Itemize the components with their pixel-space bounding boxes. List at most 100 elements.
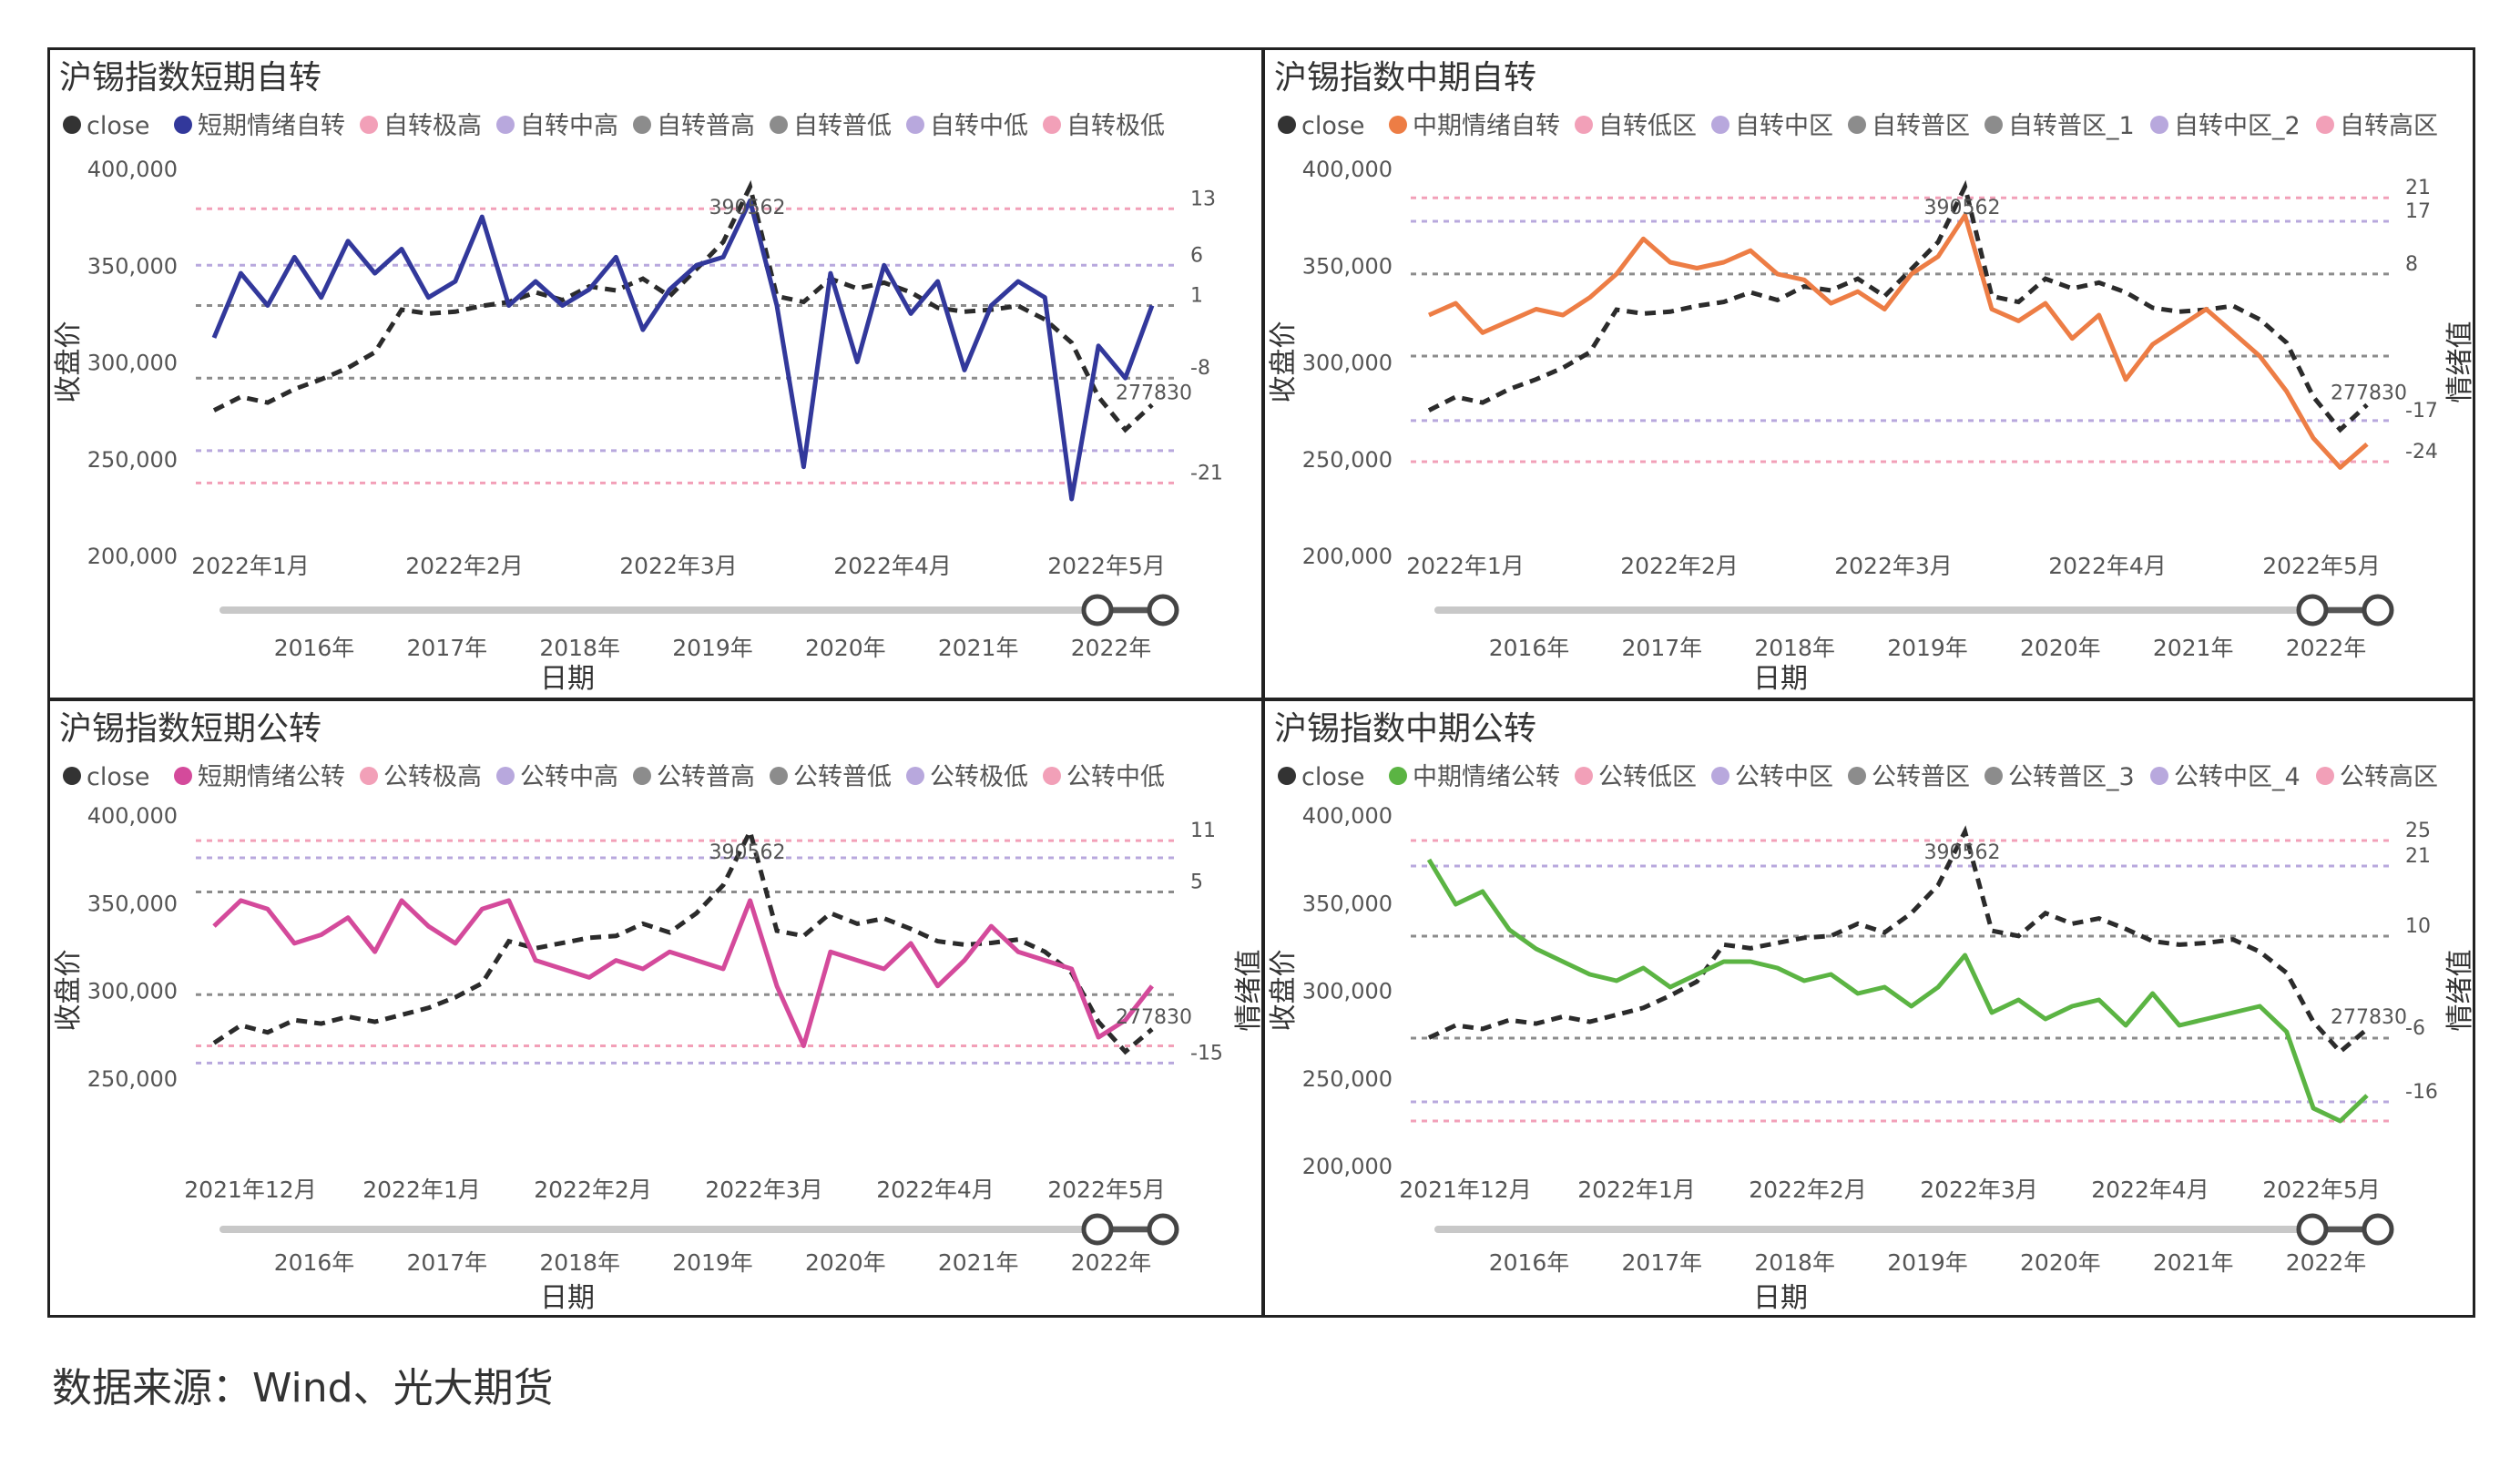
legend-marker bbox=[1389, 116, 1407, 134]
x-tick-label: 2021年12月 bbox=[184, 1177, 316, 1203]
sentiment-line bbox=[1426, 858, 2369, 1124]
legend-marker bbox=[174, 767, 192, 785]
slider-year-label: 2017年 bbox=[407, 635, 488, 661]
legend-label: close bbox=[1301, 112, 1365, 140]
slider-year-label: 2020年 bbox=[2020, 1249, 2101, 1276]
legend-label: 中期情绪公转 bbox=[1413, 763, 1560, 791]
x-tick-label: 2022年4月 bbox=[2048, 553, 2167, 579]
slider-year-label: 2019年 bbox=[672, 635, 753, 661]
legend-marker bbox=[360, 116, 378, 134]
slider-year-label: 2019年 bbox=[1887, 1249, 1968, 1276]
legend-label: 公转普低 bbox=[793, 763, 892, 791]
legend-label: 公转高区 bbox=[2340, 763, 2438, 791]
x-tick-label: 2022年2月 bbox=[1620, 553, 1739, 579]
legend-marker bbox=[1711, 116, 1729, 134]
x-tick-label: 2022年3月 bbox=[619, 553, 738, 579]
legend-label: 自转中区_2 bbox=[2174, 112, 2301, 140]
chart-panel-short-public: 沪锡指数短期公转 close 短期情绪公转 公转极高 公转中高 公转普高 公转普低 公转极低 公… bbox=[47, 698, 1265, 1318]
x-tick-label: 2022年2月 bbox=[1749, 1177, 1867, 1203]
chart-panel-mid-public: 沪锡指数中期公转 close 中期情绪公转 公转低区 公转中区 公转普区 公转普区_3 公转中… bbox=[1262, 698, 2476, 1318]
close-line bbox=[212, 825, 1154, 1055]
y-tick-label: 250,000 bbox=[87, 1066, 178, 1092]
x-tick-label: 2022年4月 bbox=[833, 553, 952, 579]
slider-year-label: 2022年 bbox=[2286, 635, 2367, 661]
legend-label: 短期情绪自转 bbox=[198, 112, 345, 140]
sentiment-line bbox=[1427, 213, 2369, 470]
legend-label: 公转极低 bbox=[930, 763, 1028, 791]
x-tick-label: 2022年5月 bbox=[1047, 553, 1166, 579]
legend-marker bbox=[174, 116, 192, 134]
legend-marker bbox=[1848, 116, 1866, 134]
x-axis-label: 日期 bbox=[1753, 1282, 1808, 1314]
legend-label: 公转普区 bbox=[1872, 763, 1970, 791]
legend-marker bbox=[1575, 116, 1593, 134]
y-tick-label: 200,000 bbox=[87, 544, 178, 569]
data-source-note: 数据来源：Wind、光大期货 bbox=[52, 1365, 554, 1411]
y-tick-label: 400,000 bbox=[87, 157, 178, 182]
level-value-label: -15 bbox=[1190, 1042, 1223, 1065]
legend-label: 自转中高 bbox=[520, 112, 618, 140]
sentiment-line bbox=[211, 198, 1155, 502]
slider-year-label: 2022年 bbox=[1071, 1249, 1152, 1276]
slider-year-label: 2022年 bbox=[1071, 635, 1152, 661]
legend-marker bbox=[1711, 767, 1729, 785]
zoom-slider-handle-end bbox=[1147, 1213, 1179, 1246]
legend-label: 自转低区 bbox=[1598, 112, 1697, 140]
chart-title: 沪锡指数中期公转 bbox=[1274, 710, 1536, 748]
legend-label: 自转高区 bbox=[2340, 112, 2438, 140]
zoom-slider-handle-end bbox=[1147, 594, 1179, 627]
y-axis-label-right: 情绪值 bbox=[2444, 321, 2476, 403]
x-tick-label: 2022年1月 bbox=[1406, 553, 1525, 579]
level-value-label: -16 bbox=[2405, 1081, 2438, 1104]
legend-marker bbox=[770, 767, 788, 785]
level-value-label: 21 bbox=[2405, 845, 2431, 868]
slider-year-label: 2017年 bbox=[1622, 1249, 1703, 1276]
legend-label: 公转中区_4 bbox=[2174, 763, 2301, 791]
legend-label: 自转普区_1 bbox=[2008, 112, 2135, 140]
y-tick-label: 400,000 bbox=[1302, 803, 1393, 829]
y-tick-label: 350,000 bbox=[1302, 253, 1393, 279]
legend-label: 公转中低 bbox=[1066, 763, 1165, 791]
legend-marker bbox=[1575, 767, 1593, 785]
level-value-label: -24 bbox=[2405, 441, 2438, 464]
legend-marker bbox=[496, 116, 515, 134]
y-tick-label: 350,000 bbox=[1302, 891, 1393, 916]
zoom-slider-handle-end bbox=[2362, 1213, 2394, 1246]
level-value-label: 13 bbox=[1190, 188, 1216, 210]
chart-svg-mid-self: 沪锡指数中期自转 close 中期情绪自转 自转低区 自转中区 自转普区 自转普区_1 自转中… bbox=[1268, 59, 2476, 695]
slider-year-label: 2020年 bbox=[805, 1249, 886, 1276]
x-tick-label: 2022年1月 bbox=[362, 1177, 481, 1203]
zoom-slider-handle-start bbox=[2296, 1213, 2329, 1246]
sentiment-line bbox=[212, 898, 1154, 1048]
zoom-slider-handle-start bbox=[1081, 1213, 1114, 1246]
legend-marker bbox=[1278, 116, 1296, 134]
legend-label: 自转中低 bbox=[930, 112, 1028, 140]
x-axis-label: 日期 bbox=[1753, 663, 1808, 695]
y-tick-label: 400,000 bbox=[1302, 157, 1393, 182]
y-tick-label: 350,000 bbox=[87, 253, 178, 279]
slider-year-label: 2016年 bbox=[1489, 635, 1570, 661]
level-value-label: 17 bbox=[2405, 200, 2431, 223]
slider-year-label: 2018年 bbox=[1754, 635, 1835, 661]
slider-year-label: 2017年 bbox=[407, 1249, 488, 1276]
chart-svg-short-self: 沪锡指数短期自转 close 短期情绪自转 自转极高 自转中高 自转普高 自转普低 自转中低 自… bbox=[53, 59, 1223, 695]
slider-year-label: 2018年 bbox=[1754, 1249, 1835, 1276]
y-tick-label: 250,000 bbox=[1302, 447, 1393, 473]
level-value-label: 6 bbox=[1190, 244, 1203, 267]
slider-year-label: 2021年 bbox=[2153, 1249, 2234, 1276]
legend-marker bbox=[2150, 116, 2168, 134]
chart-svg-short-public: 沪锡指数短期公转 close 短期情绪公转 公转极高 公转中高 公转普高 公转普低 公转极低 公… bbox=[53, 710, 1265, 1314]
y-axis-label: 收盘价 bbox=[1268, 321, 1300, 403]
legend-label: 自转普低 bbox=[793, 112, 892, 140]
level-value-label: 1 bbox=[1190, 285, 1203, 308]
peak-label: 390562 bbox=[709, 197, 786, 219]
legend-label: 自转极低 bbox=[1066, 112, 1165, 140]
x-axis-label: 日期 bbox=[540, 1282, 595, 1314]
slider-year-label: 2020年 bbox=[2020, 635, 2101, 661]
last-close-label: 277830 bbox=[2331, 382, 2407, 405]
level-value-label: -6 bbox=[2405, 1017, 2425, 1040]
y-tick-label: 400,000 bbox=[87, 803, 178, 829]
level-value-label: 5 bbox=[1190, 871, 1203, 894]
y-tick-label: 350,000 bbox=[87, 891, 178, 916]
y-axis-label-right: 情绪值 bbox=[1233, 950, 1265, 1032]
